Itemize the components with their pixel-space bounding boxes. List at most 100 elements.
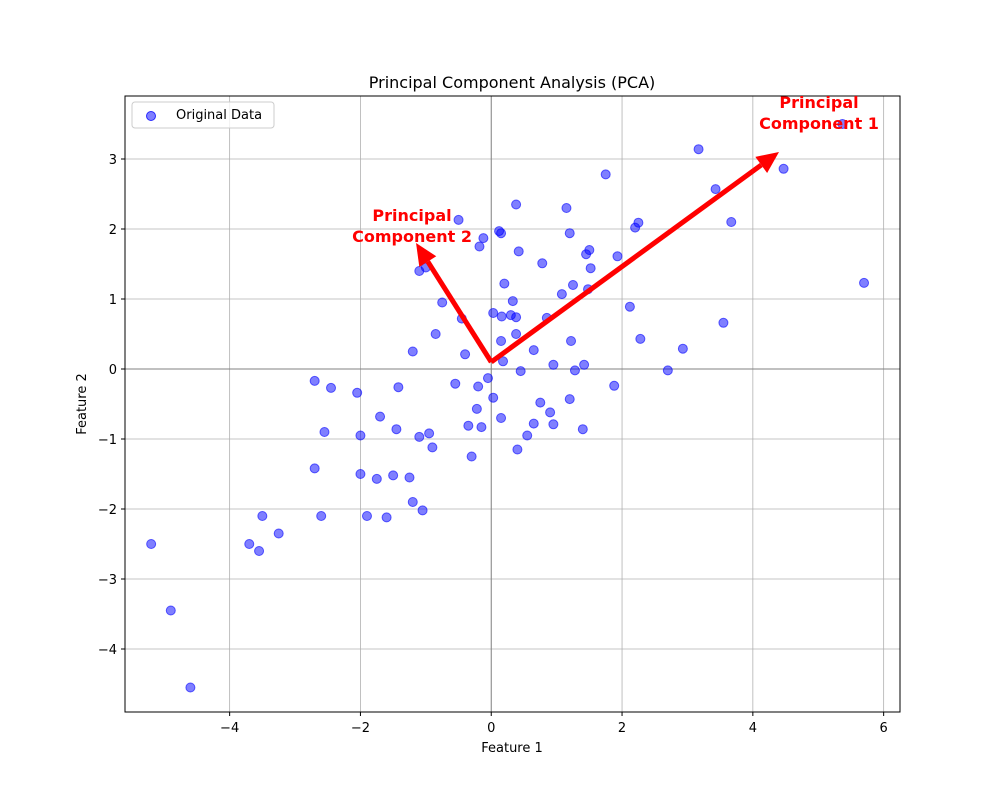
data-point bbox=[482, 373, 493, 384]
data-point bbox=[453, 214, 464, 225]
data-point bbox=[146, 539, 157, 549]
pc1-label: Principal Component 1 bbox=[759, 93, 879, 133]
data-point bbox=[257, 511, 268, 521]
y-tick-label: 3 bbox=[109, 153, 117, 168]
data-point bbox=[371, 473, 382, 484]
data-point bbox=[355, 430, 366, 441]
data-point bbox=[567, 280, 578, 290]
x-tick-label: −2 bbox=[351, 721, 370, 736]
data-point bbox=[326, 382, 337, 393]
data-point bbox=[556, 289, 567, 300]
zero-lines bbox=[125, 96, 900, 712]
data-point bbox=[244, 539, 255, 549]
data-point bbox=[528, 418, 539, 429]
y-tick-label: 2 bbox=[109, 223, 117, 238]
x-tick-label: 0 bbox=[487, 721, 495, 736]
data-point bbox=[355, 469, 366, 479]
data-point bbox=[430, 329, 441, 339]
plot-frame bbox=[124, 95, 901, 713]
pc2-arrow-shaft bbox=[425, 260, 494, 364]
data-point bbox=[528, 345, 539, 356]
x-axis-ticks: −4 −2 0 2 4 6 bbox=[220, 712, 888, 736]
data-point bbox=[515, 366, 526, 377]
data-point bbox=[633, 217, 644, 228]
data-point bbox=[185, 682, 196, 693]
y-tick-label: −3 bbox=[98, 573, 117, 588]
data-point bbox=[309, 375, 320, 386]
principal-component-arrows bbox=[416, 152, 780, 365]
data-point bbox=[473, 381, 484, 392]
pc1-arrow-shaft bbox=[489, 162, 763, 365]
data-point bbox=[859, 277, 870, 288]
data-point bbox=[488, 392, 499, 403]
data-point bbox=[511, 312, 522, 323]
chart-title: Principal Component Analysis (PCA) bbox=[369, 73, 656, 92]
x-tick-label: 6 bbox=[880, 721, 888, 736]
data-point bbox=[718, 317, 729, 328]
legend-marker bbox=[146, 111, 156, 121]
legend-box bbox=[131, 101, 275, 129]
data-point bbox=[600, 169, 611, 180]
data-point bbox=[273, 528, 284, 539]
data-point bbox=[569, 365, 580, 376]
data-point bbox=[361, 511, 372, 521]
data-point bbox=[635, 333, 646, 344]
data-point bbox=[463, 420, 474, 431]
pc1-arrow-head bbox=[755, 152, 780, 174]
data-point bbox=[316, 511, 327, 521]
data-point bbox=[564, 228, 575, 239]
data-point bbox=[585, 263, 596, 274]
data-point bbox=[561, 203, 572, 213]
pc2-label: Principal Component 2 bbox=[352, 206, 472, 246]
data-point bbox=[309, 463, 320, 474]
legend: Original Data bbox=[131, 101, 275, 129]
data-point bbox=[507, 296, 518, 307]
data-point bbox=[417, 505, 428, 516]
data-point bbox=[499, 278, 510, 289]
data-point bbox=[496, 311, 507, 322]
data-point bbox=[535, 397, 546, 408]
x-axis-label: Feature 1 bbox=[481, 741, 543, 756]
y-tick-label: −1 bbox=[98, 433, 117, 448]
data-point bbox=[512, 444, 523, 455]
data-point bbox=[391, 424, 402, 435]
data-point bbox=[710, 184, 721, 195]
data-point bbox=[693, 144, 704, 155]
data-point bbox=[537, 258, 548, 269]
data-point bbox=[393, 382, 404, 393]
data-point bbox=[511, 199, 522, 210]
data-point bbox=[476, 422, 487, 433]
data-point bbox=[726, 217, 737, 227]
data-point bbox=[496, 336, 507, 346]
data-point bbox=[548, 359, 559, 370]
y-tick-label: 0 bbox=[109, 363, 117, 378]
y-axis-label: Feature 2 bbox=[75, 373, 90, 435]
data-point bbox=[662, 365, 673, 376]
y-tick-label: 1 bbox=[109, 293, 117, 308]
data-point bbox=[407, 346, 418, 357]
data-point bbox=[407, 497, 418, 507]
data-point bbox=[488, 308, 499, 318]
data-points bbox=[146, 119, 870, 693]
data-point bbox=[577, 424, 588, 435]
data-point bbox=[460, 349, 471, 360]
data-point bbox=[511, 329, 522, 339]
data-point bbox=[165, 605, 176, 616]
data-point bbox=[677, 343, 688, 354]
x-tick-label: 4 bbox=[749, 721, 757, 736]
data-point bbox=[478, 233, 489, 244]
data-point bbox=[579, 359, 590, 370]
data-point bbox=[513, 246, 524, 257]
y-axis-ticks: −4 −3 −2 −1 0 1 2 3 bbox=[98, 153, 125, 658]
data-point bbox=[612, 251, 623, 262]
data-point bbox=[624, 301, 635, 312]
data-point bbox=[414, 431, 425, 442]
data-point bbox=[424, 428, 435, 439]
y-tick-label: −2 bbox=[98, 503, 117, 518]
data-point bbox=[498, 356, 509, 367]
x-tick-label: 2 bbox=[618, 721, 626, 736]
y-tick-label: −4 bbox=[98, 643, 117, 658]
data-point bbox=[778, 163, 789, 174]
data-point bbox=[319, 427, 330, 437]
